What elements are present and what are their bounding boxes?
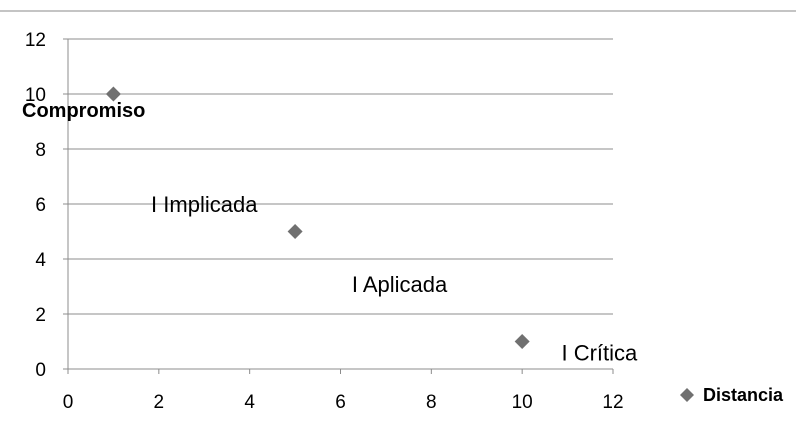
legend: Distancia bbox=[680, 385, 784, 405]
x-tick-label: 0 bbox=[63, 392, 74, 413]
y-tick-label: 2 bbox=[35, 305, 46, 326]
y-tick-label: 8 bbox=[35, 140, 46, 161]
x-tick-label: 8 bbox=[426, 392, 437, 413]
x-tick-labels: 0 2 4 6 8 10 12 bbox=[63, 392, 624, 413]
annotation-label: I Implicada bbox=[151, 192, 258, 217]
x-tick-label: 6 bbox=[335, 392, 346, 413]
legend-marker-icon bbox=[680, 388, 694, 402]
y-tick-label: 0 bbox=[35, 360, 46, 381]
x-tick-label: 4 bbox=[244, 392, 255, 413]
y-axis-label: Compromiso bbox=[22, 100, 145, 122]
y-tick-label: 6 bbox=[35, 195, 46, 216]
legend-label: Distancia bbox=[703, 385, 784, 405]
annotation-label: I Aplicada bbox=[352, 272, 448, 297]
y-tick-label: 12 bbox=[25, 30, 46, 51]
x-tick-label: 10 bbox=[512, 392, 533, 413]
y-tick-label: 4 bbox=[35, 250, 46, 271]
data-point bbox=[105, 86, 121, 102]
x-tick-label: 2 bbox=[154, 392, 165, 413]
data-point bbox=[287, 224, 303, 239]
annotation-label: I Crítica bbox=[561, 341, 638, 366]
annotations: I Implicada I Aplicada I Crítica bbox=[151, 192, 638, 366]
x-tick-label: 12 bbox=[602, 392, 623, 413]
gridlines bbox=[68, 38, 613, 315]
y-tick-labels: 0 2 4 6 8 10 12 bbox=[25, 30, 47, 381]
axes bbox=[63, 38, 614, 374]
y-tick-label: 10 bbox=[25, 85, 46, 106]
data-point bbox=[514, 334, 530, 349]
data-points bbox=[105, 86, 530, 349]
